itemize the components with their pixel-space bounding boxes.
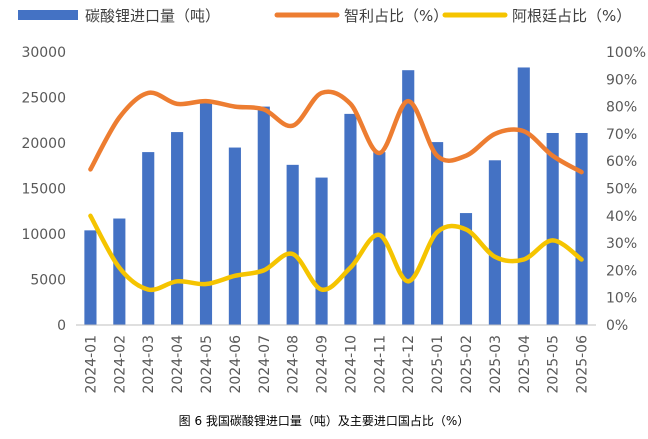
x-tick-label: 2024-06 <box>228 335 244 394</box>
x-tick-label: 2024-10 <box>343 335 359 394</box>
bar-2024-11 <box>373 152 386 325</box>
bar-2024-08 <box>286 164 299 325</box>
y-right-tick-label: 0% <box>606 318 628 334</box>
y-left-tick-label: 20000 <box>21 136 66 152</box>
x-tick-label: 2025-05 <box>546 335 562 394</box>
x-tick-label: 2025-01 <box>430 335 446 394</box>
y-left-tick-label: 30000 <box>21 45 66 61</box>
y-left-tick-label: 5000 <box>30 273 66 289</box>
x-tick-label: 2024-08 <box>286 335 302 394</box>
y-left-tick-label: 15000 <box>21 182 66 198</box>
x-tick-label: 2025-06 <box>575 335 591 394</box>
y-left-tick-label: 0 <box>57 318 66 334</box>
y-right-tick-label: 20% <box>606 263 637 279</box>
x-axis: 2024-01 2024-02 2024-03 2024-04 2024-05 2024-… <box>76 324 596 394</box>
x-tick-label: 2024-09 <box>315 335 331 394</box>
bar-2024-04 <box>171 132 184 325</box>
y-right-tick-label: 40% <box>606 209 637 225</box>
bar-2024-12 <box>402 70 415 325</box>
bar-2024-03 <box>142 152 155 325</box>
x-tick-label: 2024-12 <box>401 335 417 394</box>
legend-label: 阿根廷占比（%） <box>512 7 631 25</box>
x-tick-label: 2024-03 <box>141 335 157 394</box>
y-right-tick-label: 70% <box>606 127 637 143</box>
x-tick-label: 2024-04 <box>170 335 186 394</box>
bar-2025-05 <box>546 132 559 325</box>
line-series-2 <box>88 213 584 293</box>
legend-swatch-bar <box>18 10 78 20</box>
bar-2024-06 <box>228 147 241 325</box>
bar-2024-10 <box>344 113 357 325</box>
line-series <box>88 89 584 293</box>
x-tick-label: 2025-03 <box>488 335 504 394</box>
x-tick-label: 2025-04 <box>517 335 533 394</box>
bar-2024-05 <box>199 101 213 325</box>
bar-2024-07 <box>257 106 270 325</box>
y-right-tick-label: 30% <box>606 236 637 252</box>
legend: 碳酸锂进口量（吨） 智利占比（%） 阿根廷占比（%） <box>18 7 631 25</box>
x-tick-label: 2024-07 <box>257 335 273 394</box>
x-tick-label: 2024-02 <box>112 335 128 394</box>
y-right-tick-label: 100% <box>606 45 646 61</box>
y-left-tick-label: 25000 <box>21 91 66 107</box>
x-tick-label: 2025-02 <box>459 335 475 394</box>
x-tick-label: 2024-05 <box>199 335 215 394</box>
chart-caption: 图 6 我国碳酸锂进口量（吨）及主要进口国占比（%） <box>179 413 470 428</box>
legend-label: 碳酸锂进口量（吨） <box>85 7 220 25</box>
y-right-tick-label: 10% <box>606 291 637 307</box>
x-tick-label: 2024-01 <box>83 335 99 394</box>
bar-2025-04 <box>517 67 530 325</box>
bar-2025-03 <box>488 160 501 325</box>
legend-label: 智利占比（%） <box>344 7 448 25</box>
bar-2024-09 <box>315 177 328 325</box>
bar-2024-02 <box>113 218 126 325</box>
y-right-tick-label: 80% <box>606 100 637 116</box>
y-right-tick-label: 90% <box>606 72 637 88</box>
line-series-1 <box>88 89 584 175</box>
bar-2025-06 <box>575 132 588 325</box>
y-axis-left: 0 5000 10000 15000 20000 25000 30000 <box>21 45 66 334</box>
x-tick-label: 2024-11 <box>372 335 388 394</box>
y-axis-right: 0% 10% 20% 30% 40% 50% 60% 70% 80% 90% 100% <box>606 45 646 334</box>
y-right-tick-label: 50% <box>606 182 637 198</box>
bar-2024-01 <box>84 230 97 325</box>
y-right-tick-label: 60% <box>606 154 637 170</box>
bar-2025-02 <box>459 213 473 325</box>
y-left-tick-label: 10000 <box>21 227 66 243</box>
